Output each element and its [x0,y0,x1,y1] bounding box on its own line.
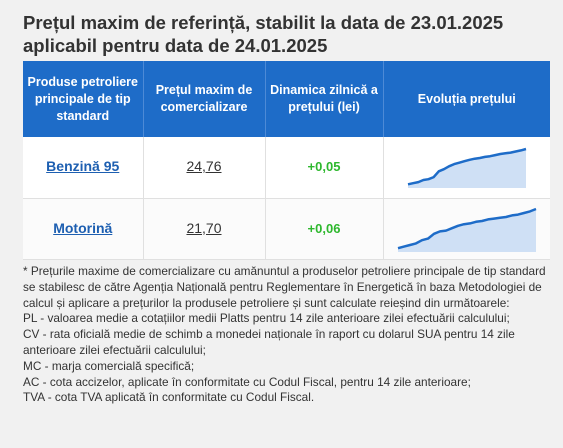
footnote-cv: CV - rata oficială medie de schimb a mon… [23,327,515,357]
sparkline-area [407,149,526,189]
footnote-pl: PL - valoarea medie a cotațiilor medii P… [23,311,510,326]
header-products: Produse petroliere principale de tip sta… [23,61,144,137]
table-header-row: Produse petroliere principale de tip sta… [23,61,550,137]
header-daily-change: Dinamica zilnică a prețului (lei) [265,61,384,137]
trend-cell [383,137,550,199]
product-link-motorina[interactable]: Motorină [53,219,113,236]
product-cell: Benzină 95 [23,137,144,199]
table-row-benzina: Benzină 95 24,76 +0,05 [23,137,550,199]
price-table: Produse petroliere principale de tip sta… [23,61,550,260]
header-max-price: Prețul maxim de comercializare [143,61,266,137]
product-cell: Motorină [23,198,144,260]
trend-cell [383,198,550,260]
product-link-benzina-95[interactable]: Benzină 95 [46,158,120,175]
sparkline-line [407,148,527,186]
page-title: Prețul maxim de referință, stabilit la d… [23,11,553,57]
sparkline-motorina [397,207,537,252]
footnote-tva: TVA - cota TVA aplicată în conformitate … [23,390,315,405]
change-cell: +0,05 [265,137,384,199]
header-price-evolution: Evoluția prețului [383,61,550,137]
footnote-intro: * Prețurile maxime de comercializare cu … [23,264,546,310]
sparkline-line [397,207,537,249]
footnotes: * Prețurile maxime de comercializare cu … [23,264,550,406]
title-line-1: Prețul maxim de referință, stabilit la d… [23,12,504,33]
change-cell: +0,06 [265,198,384,260]
price-cell: 24,76 [143,137,266,199]
price-value-motorina: 21,70 [186,219,222,236]
price-value-benzina: 24,76 [186,158,222,175]
footnote-ac: AC - cota accizelor, aplicate în conform… [23,374,471,389]
title-line-2: aplicabil pentru data de 24.01.2025 [23,35,328,56]
change-value-motorina: +0,06 [307,220,341,236]
table-row-motorina: Motorină 21,70 +0,06 [23,198,550,260]
price-cell: 21,70 [143,198,266,260]
sparkline-area [397,208,536,252]
change-value-benzina: +0,05 [307,159,341,175]
footnote-mc: MC - marja comercială specifică; [23,358,195,373]
sparkline-benzina [407,148,527,189]
